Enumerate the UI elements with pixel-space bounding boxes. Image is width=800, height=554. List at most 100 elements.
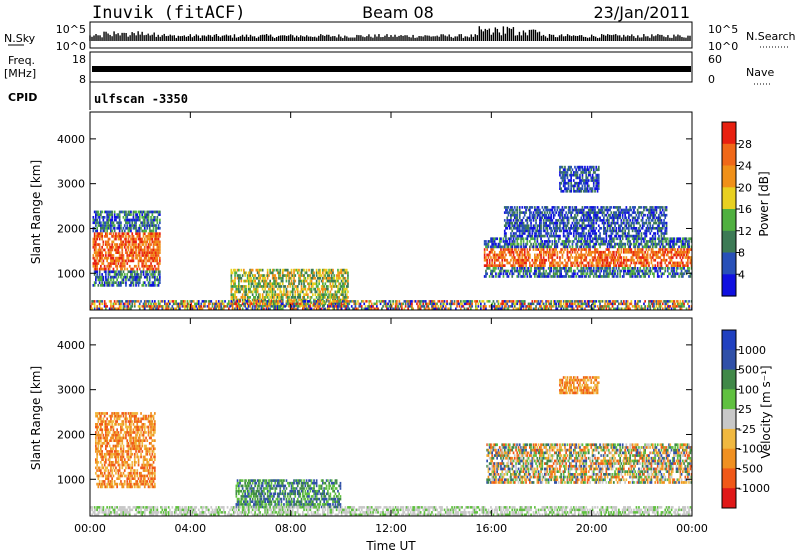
heatmap-cell <box>620 256 623 259</box>
heatmap-cell <box>130 229 132 233</box>
heatmap-cell <box>522 264 525 267</box>
heatmap-cell <box>274 274 277 277</box>
heatmap-cell <box>582 232 585 235</box>
heatmap-cell <box>577 234 580 238</box>
heatmap-cell <box>98 213 101 216</box>
heatmap-cell <box>656 242 659 246</box>
heatmap-cell <box>154 243 156 246</box>
heatmap-cell <box>561 216 564 220</box>
heatmap-cell <box>521 264 524 267</box>
heatmap-cell <box>490 256 492 259</box>
heatmap-cell <box>555 232 557 235</box>
heatmap-cell <box>260 279 263 283</box>
heatmap-cell <box>284 268 287 272</box>
heatmap-cell <box>620 261 623 265</box>
heatmap-cell <box>574 165 576 169</box>
heatmap-cell <box>156 267 159 271</box>
heatmap-cell <box>610 234 613 238</box>
heatmap-cell <box>347 290 349 294</box>
heatmap-cell <box>515 237 517 241</box>
heatmap-cell <box>151 254 154 257</box>
heatmap-cell <box>633 267 635 270</box>
heatmap-cell <box>498 264 501 267</box>
heatmap-cell <box>300 298 303 302</box>
heatmap-cell <box>554 208 556 212</box>
heatmap-cell <box>555 221 557 225</box>
heatmap-cell <box>554 267 556 270</box>
heatmap-cell <box>600 227 603 230</box>
heatmap-cell <box>566 171 569 174</box>
heatmap-cell <box>295 298 298 302</box>
heatmap-cell <box>243 285 245 288</box>
heatmap-cell <box>604 208 606 212</box>
heatmap-cell <box>290 274 293 277</box>
heatmap-cell <box>582 258 585 262</box>
heatmap-cell <box>606 253 609 257</box>
heatmap-cell <box>147 232 150 235</box>
heatmap-cell <box>580 245 583 249</box>
heatmap-cell <box>613 253 615 257</box>
heatmap-cell <box>564 242 566 246</box>
heatmap-cell <box>654 234 657 238</box>
heatmap-cell <box>325 287 328 291</box>
heatmap-cell <box>100 264 102 268</box>
heatmap-cell <box>565 173 567 177</box>
heatmap-cell <box>610 261 613 265</box>
heatmap-cell <box>643 232 645 235</box>
heatmap-cell <box>600 206 603 209</box>
heatmap-cell <box>133 270 136 274</box>
heatmap-cell <box>516 250 519 254</box>
heatmap-cell <box>145 235 147 238</box>
heatmap-cell <box>542 208 545 212</box>
heatmap-cell <box>510 248 512 251</box>
heatmap-cell <box>526 206 529 209</box>
heatmap-cell <box>638 206 640 209</box>
heatmap-cell <box>621 227 624 230</box>
heatmap-cell <box>579 275 581 278</box>
heatmap-cell <box>317 271 319 275</box>
heatmap-cell <box>516 253 519 257</box>
heatmap-cell <box>636 237 639 241</box>
heatmap-cell <box>601 261 604 265</box>
heatmap-cell <box>283 287 285 291</box>
heatmap-cell <box>648 216 650 220</box>
heatmap-cell <box>325 298 328 302</box>
heatmap-cell <box>569 208 571 212</box>
heatmap-cell <box>537 264 540 267</box>
heatmap-cell <box>665 253 668 257</box>
heatmap-cell <box>541 261 544 265</box>
heatmap-cell <box>596 248 599 251</box>
heatmap-cell <box>145 251 147 254</box>
heatmap-cell <box>683 272 685 276</box>
heatmap-cell <box>571 168 574 172</box>
heatmap-cell <box>544 229 546 233</box>
heatmap-cell <box>518 250 521 254</box>
heatmap-cell <box>639 258 641 262</box>
heatmap-cell <box>596 213 599 217</box>
heatmap-cell <box>305 298 308 302</box>
heatmap-cell <box>562 189 565 193</box>
heatmap-cell <box>649 206 652 209</box>
heatmap-cell <box>521 267 524 270</box>
heatmap-cell <box>651 219 654 222</box>
heatmap-cell <box>537 275 540 278</box>
heatmap-cell <box>101 251 103 254</box>
heatmap-cell <box>601 213 604 217</box>
heatmap-cell <box>334 282 337 286</box>
heatmap-cell <box>649 224 652 227</box>
heatmap-cell <box>559 237 561 241</box>
heatmap-cell <box>595 213 598 217</box>
heatmap-cell <box>658 250 660 254</box>
heatmap-cell <box>108 213 111 216</box>
heatmap-cell <box>572 229 575 233</box>
heatmap-cell <box>633 237 635 241</box>
heatmap-cell <box>151 232 154 235</box>
heatmap-cell <box>256 276 259 280</box>
heatmap-cell <box>600 219 603 222</box>
heatmap-cell <box>324 290 327 294</box>
heatmap-cell <box>566 213 569 217</box>
heatmap-cell <box>624 248 626 251</box>
heatmap-cell <box>529 227 531 230</box>
heatmap-cell <box>312 276 314 280</box>
heatmap-cell <box>660 221 663 225</box>
